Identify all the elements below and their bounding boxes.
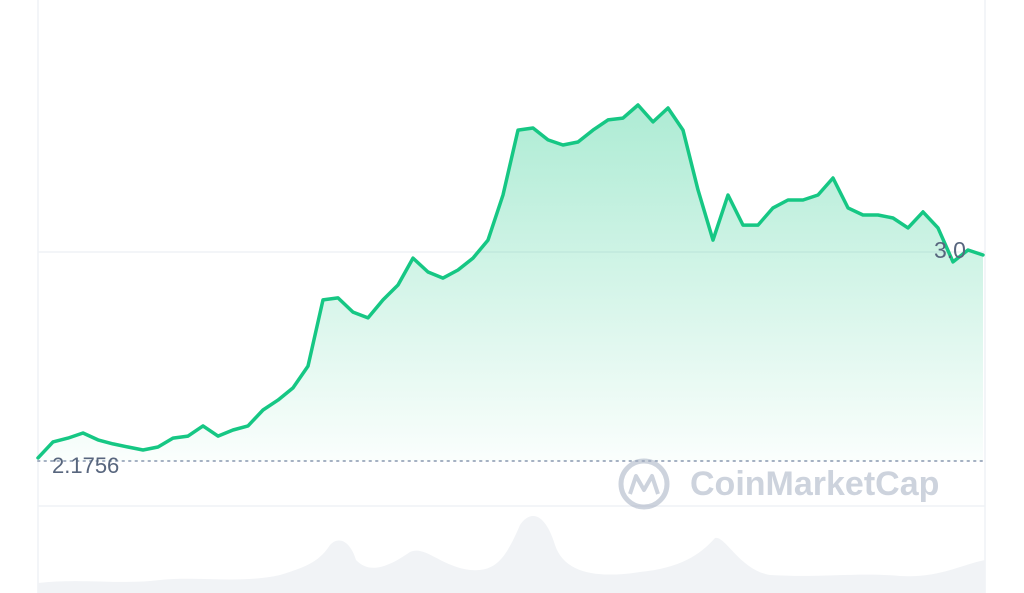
price-area <box>38 105 983 462</box>
watermark-text: CoinMarketCap <box>690 465 939 503</box>
watermark: CoinMarketCap <box>618 458 939 510</box>
y-tick-label: 3.0 <box>934 237 966 263</box>
reference-label: 2.1756 <box>52 453 119 478</box>
price-line <box>36 103 985 460</box>
volume-area <box>38 516 985 593</box>
